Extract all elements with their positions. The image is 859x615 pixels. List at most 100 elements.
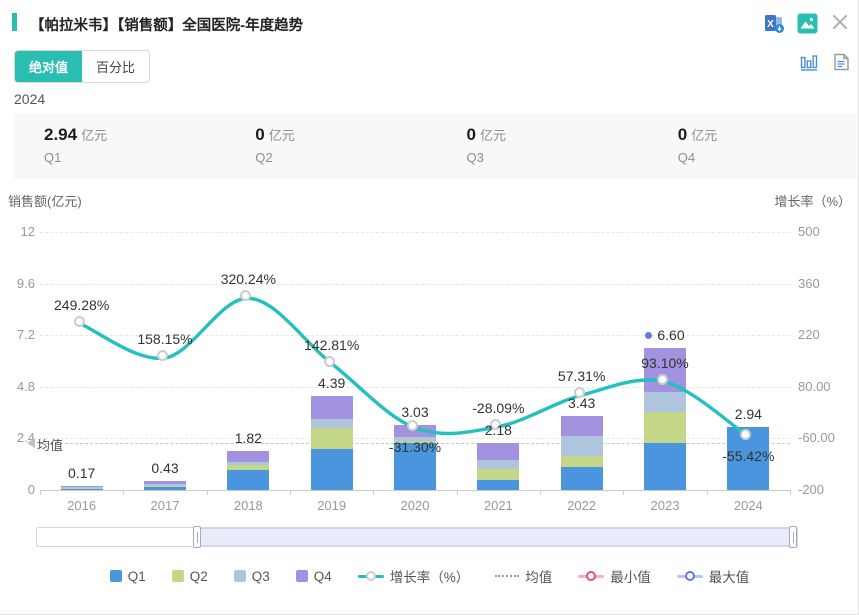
bar-segment-q2-2019[interactable] bbox=[310, 427, 353, 450]
tab-percentage[interactable]: 百分比 bbox=[82, 51, 150, 82]
bar-segment-q4-2017[interactable] bbox=[144, 480, 186, 484]
growth-point-2019[interactable] bbox=[323, 355, 335, 367]
bar-total-value: 2.94 bbox=[734, 405, 762, 422]
bar-segment-q2-2017[interactable] bbox=[144, 485, 186, 487]
summary-quarter-label: Q2 bbox=[255, 150, 273, 165]
bar-segment-q3-2018[interactable] bbox=[227, 461, 270, 466]
x-axis-tickmark bbox=[790, 490, 791, 495]
legend-dotted-line bbox=[495, 575, 520, 577]
left-axis-title: 销售额(亿元) bbox=[8, 194, 82, 209]
growth-label-2024: -55.42% bbox=[722, 447, 775, 464]
bar-chart-view-icon[interactable] bbox=[799, 52, 819, 72]
close-icon[interactable] bbox=[830, 12, 851, 33]
legend-label: 最小值 bbox=[610, 570, 651, 585]
x-axis-label-2018: 2018 bbox=[233, 498, 263, 513]
summary-card-q4: 0 亿元 Q4 bbox=[648, 113, 858, 179]
legend-label: 增长率（%） bbox=[389, 570, 470, 585]
bar-total-value: 2.18 bbox=[484, 422, 512, 439]
bar-segment-q1-2016[interactable] bbox=[60, 488, 103, 490]
legend-item-growth[interactable]: 增长率（%） bbox=[357, 566, 470, 586]
datazoom-left-handle[interactable] bbox=[192, 526, 201, 548]
bar-segment-q1-2019[interactable] bbox=[310, 449, 353, 490]
bar-segment-q1-2023[interactable] bbox=[644, 442, 686, 490]
legend-item-q3[interactable]: Q3 bbox=[233, 569, 270, 584]
datazoom-right-handle[interactable] bbox=[789, 526, 797, 548]
gridline bbox=[40, 232, 790, 233]
bar-segment-q3-2023[interactable] bbox=[644, 392, 686, 412]
left-axis-tick: 12 bbox=[20, 224, 35, 239]
page-title: 【帕拉米韦】【销售额】全国医院-年度趋势 bbox=[30, 18, 304, 34]
bar-segment-q2-2020[interactable] bbox=[394, 440, 436, 443]
bar-segment-q1-2022[interactable] bbox=[560, 467, 603, 490]
legend-item-min[interactable]: 最小值 bbox=[578, 566, 651, 586]
bar-segment-q3-2021[interactable] bbox=[477, 459, 520, 470]
bar-total-value: 3.03 bbox=[401, 403, 429, 420]
legend-item-q4[interactable]: Q4 bbox=[295, 569, 332, 584]
growth-label-2017: 158.15% bbox=[137, 330, 193, 347]
bar-total-value: 0.17 bbox=[68, 465, 96, 482]
tab-absolute-value[interactable]: 绝对值 bbox=[15, 51, 83, 82]
datazoom-slider[interactable] bbox=[36, 526, 798, 548]
excel-export-icon[interactable]: X bbox=[764, 13, 785, 34]
legend-circle-marker bbox=[676, 570, 703, 582]
growth-point-2021[interactable] bbox=[490, 418, 502, 430]
bar-segment-q3-2017[interactable] bbox=[144, 483, 186, 486]
period-year-label: 2024 bbox=[14, 91, 46, 107]
bar-segment-q4-2019[interactable] bbox=[310, 395, 353, 420]
growth-point-2016[interactable] bbox=[73, 316, 85, 328]
legend-item-q2[interactable]: Q2 bbox=[171, 568, 208, 584]
x-axis-label-2023: 2023 bbox=[650, 498, 680, 513]
x-axis-label-2024: 2024 bbox=[733, 498, 763, 513]
bar-segment-q1-2021[interactable] bbox=[477, 480, 520, 490]
bar-segment-q1-2020[interactable] bbox=[394, 442, 436, 490]
legend-item-q1[interactable]: Q1 bbox=[109, 569, 146, 584]
summary-quarter-label: Q4 bbox=[677, 150, 696, 165]
x-axis-label-2017: 2017 bbox=[150, 498, 180, 513]
growth-point-2020[interactable] bbox=[407, 419, 418, 431]
growth-label-2018: 320.24% bbox=[220, 271, 276, 288]
x-axis-tickmark bbox=[540, 490, 541, 495]
growth-point-2017[interactable] bbox=[157, 349, 168, 361]
bar-segment-q2-2018[interactable] bbox=[227, 465, 270, 470]
gridline bbox=[40, 283, 790, 285]
report-view-icon[interactable] bbox=[831, 52, 851, 72]
growth-point-2023[interactable] bbox=[657, 373, 668, 385]
bar-total-label-2017: 0.43 bbox=[120, 460, 210, 476]
bar-segment-q1-2017[interactable] bbox=[144, 486, 186, 490]
bar-segment-q2-2016[interactable] bbox=[60, 487, 103, 489]
summary-unit: 亿元 bbox=[81, 128, 108, 143]
bar-segment-q2-2021[interactable] bbox=[477, 469, 520, 481]
bar-total-value: 3.43 bbox=[568, 395, 596, 412]
datazoom-selected-range[interactable] bbox=[196, 528, 794, 546]
bar-segment-q3-2019[interactable] bbox=[310, 419, 353, 428]
summary-card-q3: 0 亿元 Q3 bbox=[437, 113, 648, 179]
bar-segment-q4-2021[interactable] bbox=[477, 443, 520, 460]
legend-label: Q2 bbox=[189, 568, 208, 584]
bar-segment-q3-2022[interactable] bbox=[560, 435, 603, 456]
x-axis-label-2021: 2021 bbox=[483, 498, 513, 513]
bar-segment-q1-2018[interactable] bbox=[227, 469, 270, 490]
image-export-icon[interactable] bbox=[797, 13, 818, 34]
bar-segment-q3-2016[interactable] bbox=[60, 487, 103, 489]
growth-label-2023: 93.10% bbox=[641, 354, 689, 371]
bar-segment-q2-2022[interactable] bbox=[560, 455, 603, 468]
legend-item-mean[interactable]: 均值 bbox=[495, 566, 552, 586]
bar-segment-q3-2020[interactable] bbox=[394, 436, 436, 441]
bar-total-label-2019: 4.39 bbox=[287, 375, 377, 391]
bar-segment-q2-2023[interactable] bbox=[644, 411, 686, 443]
bar-segment-q4-2018[interactable] bbox=[227, 450, 270, 462]
x-axis-tickmark bbox=[123, 490, 125, 495]
summary-unit: 亿元 bbox=[691, 128, 718, 143]
growth-point-2022[interactable] bbox=[573, 387, 585, 399]
growth-label-2021: -28.09% bbox=[472, 399, 525, 416]
legend-swatch bbox=[295, 570, 308, 582]
bar-segment-q4-2016[interactable] bbox=[60, 486, 103, 488]
bar-segment-q4-2022[interactable] bbox=[560, 416, 603, 436]
growth-point-2018[interactable] bbox=[240, 290, 252, 302]
bar-total-value: 6.60 bbox=[657, 327, 685, 344]
trend-chart: 销售额(亿元) 增长率（%） 12 9.6 7.2 4.8 2.4 0 500 360 220 8… bbox=[0, 185, 858, 527]
bar-total-value: 4.39 bbox=[318, 374, 346, 391]
max-value-dot-icon bbox=[645, 332, 653, 340]
legend-item-max[interactable]: 最大值 bbox=[676, 566, 749, 586]
growth-point-2024[interactable] bbox=[740, 428, 752, 440]
